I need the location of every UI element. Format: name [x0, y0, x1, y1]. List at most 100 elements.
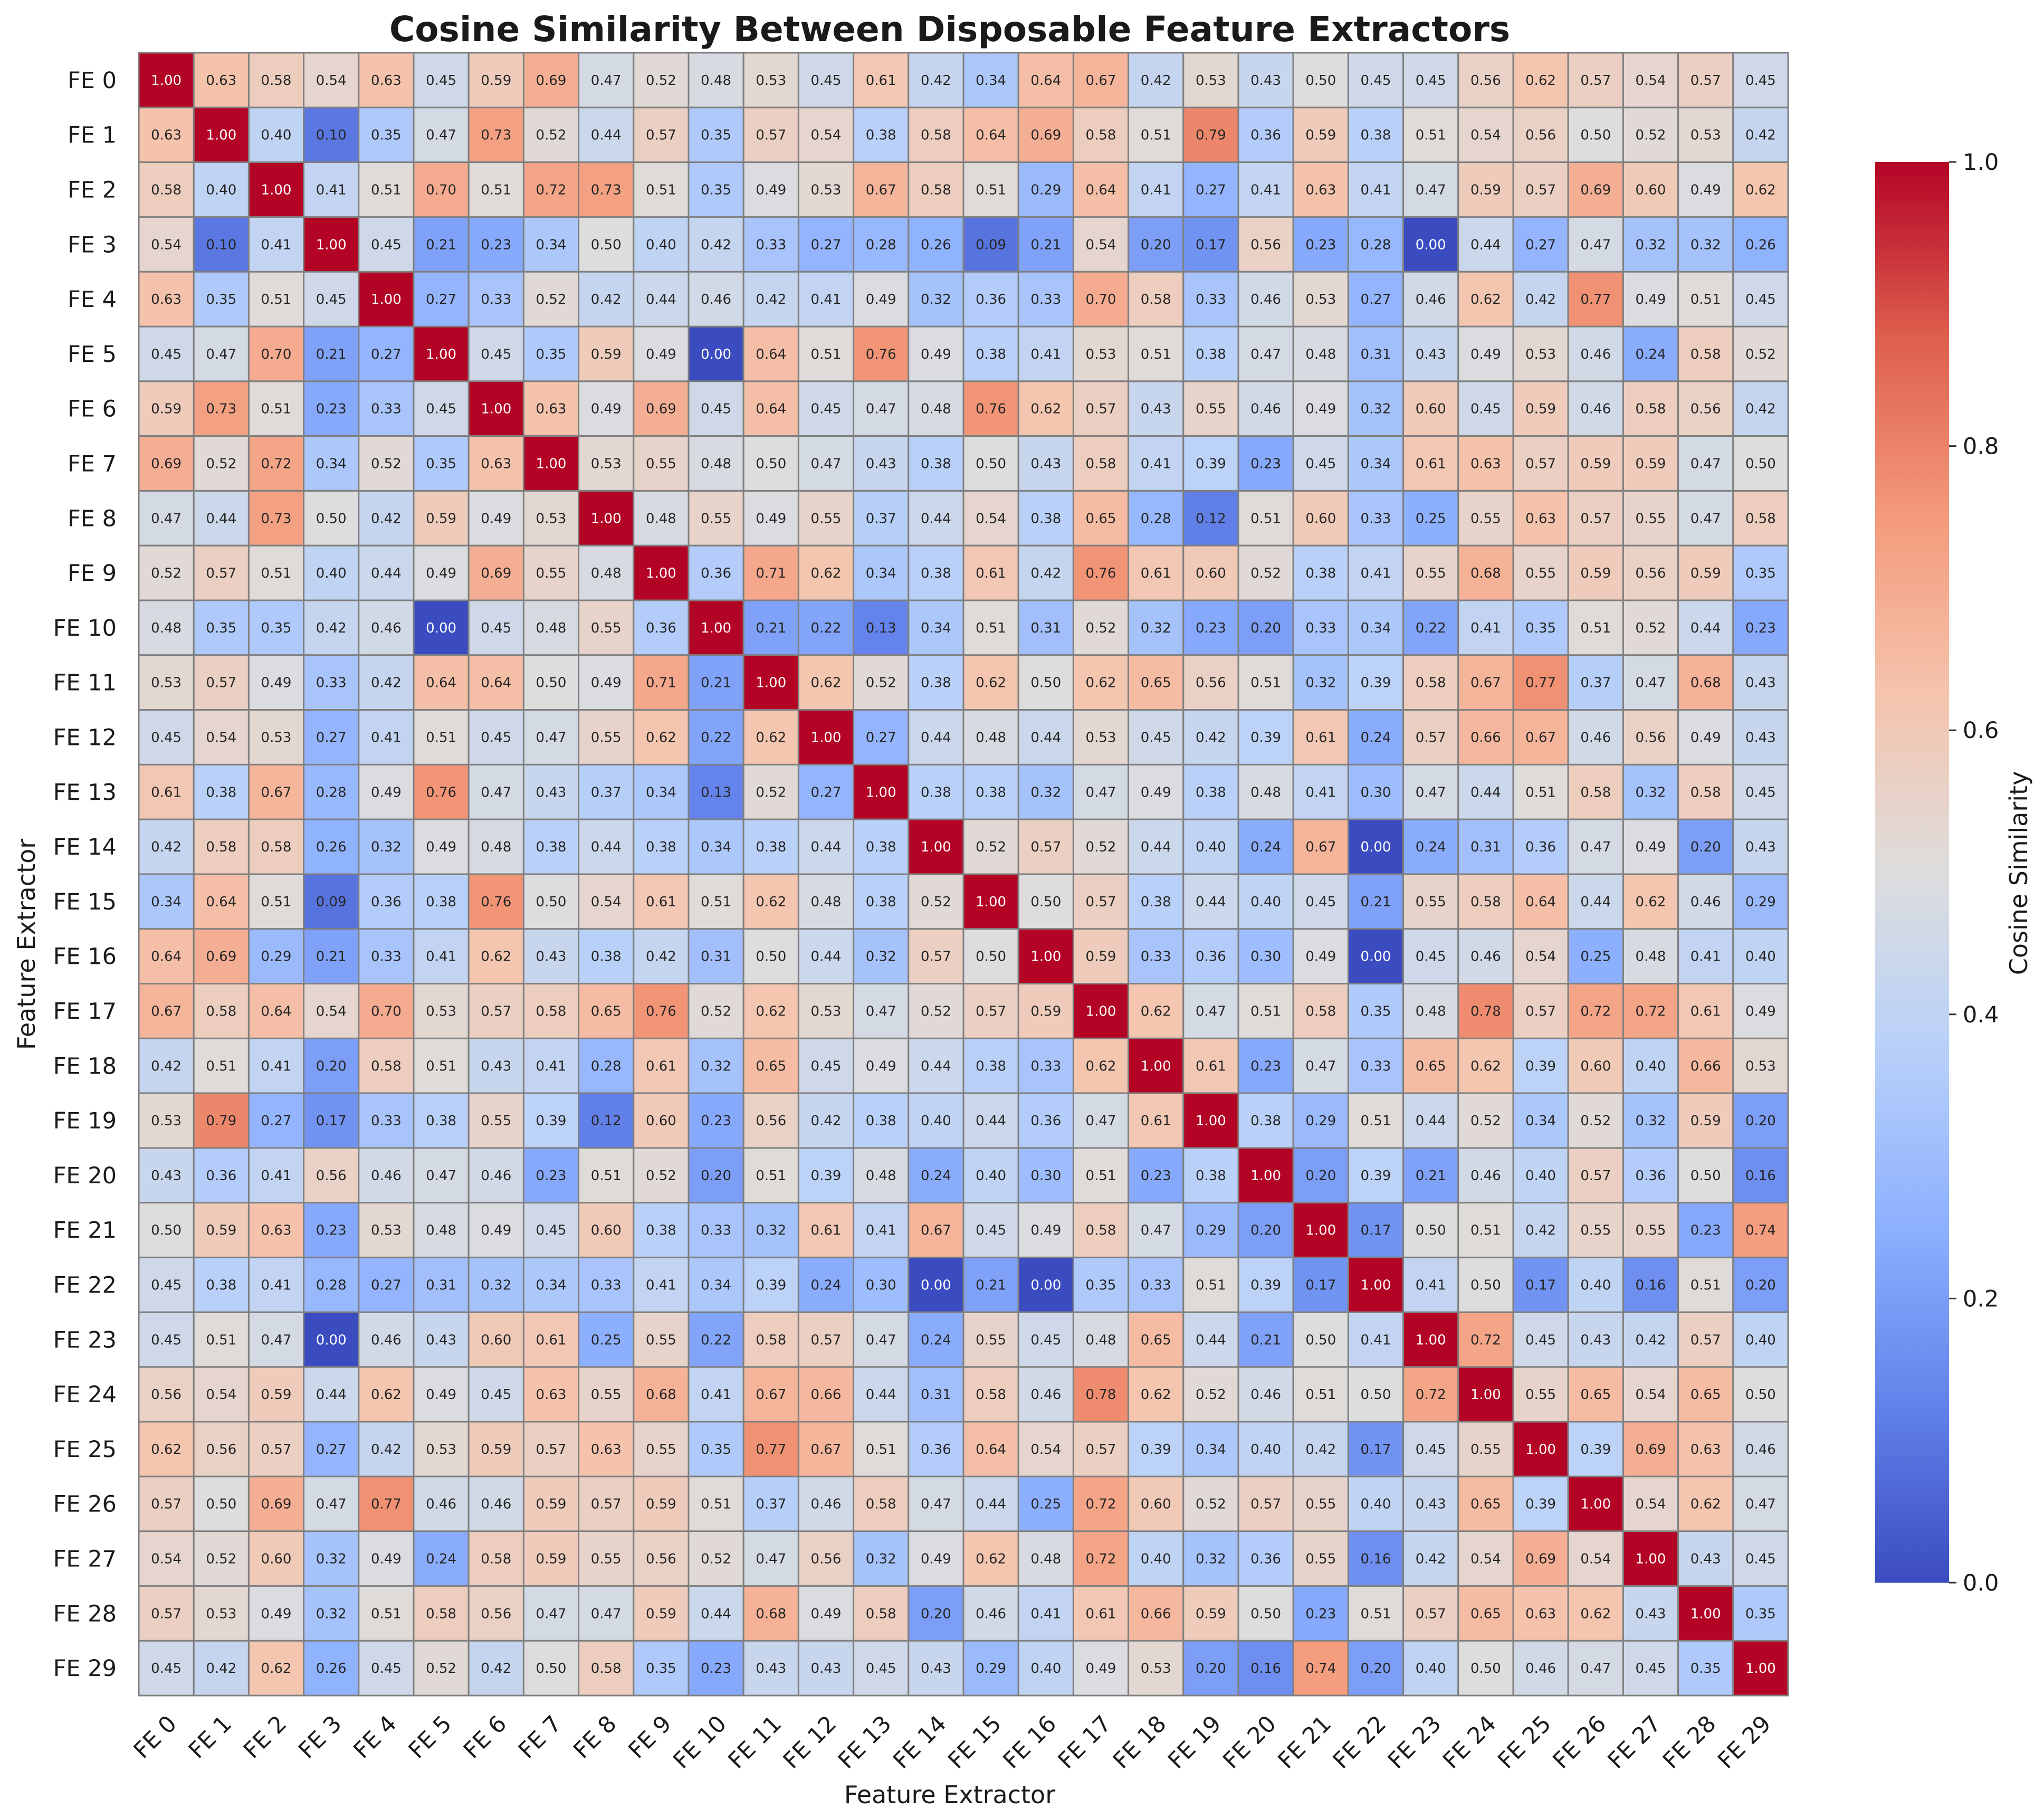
cell-value-label: 0.52	[701, 1552, 731, 1567]
cell-value-label: 0.41	[1361, 1332, 1391, 1348]
cell-value-label: 0.61	[646, 1058, 676, 1074]
cell-value-label: 0.44	[976, 1113, 1006, 1129]
cell-value-label: 0.51	[371, 1606, 402, 1622]
cell-value-label: 0.35	[426, 456, 456, 472]
heatmap-cell	[1622, 1202, 1679, 1259]
y-tick-label: FE 0	[68, 68, 117, 94]
heatmap-cell	[1017, 1421, 1074, 1478]
cell-value-label: 0.50	[1470, 1278, 1501, 1294]
heatmap-cell	[1292, 435, 1349, 492]
cell-value-label: 0.47	[1196, 1004, 1226, 1020]
y-tick-label: FE 15	[53, 889, 117, 915]
cell-value-label: 0.62	[1636, 894, 1666, 910]
heatmap-cell	[1182, 1092, 1239, 1149]
cell-value-label: 0.33	[1030, 292, 1061, 308]
cell-value-label: 0.49	[591, 401, 622, 417]
heatmap-cell	[1402, 983, 1459, 1039]
cell-value-label: 0.33	[1141, 1278, 1171, 1294]
cell-value-label: 0.48	[1416, 1004, 1446, 1020]
heatmap-cell	[358, 1257, 415, 1313]
heatmap-cell	[1622, 1476, 1679, 1533]
cell-value-label: 0.27	[811, 784, 842, 800]
cell-value-label: 0.20	[1250, 1223, 1281, 1239]
cell-value-label: 0.20	[701, 1168, 731, 1184]
heatmap-cell	[1347, 52, 1405, 109]
cell-value-label: 0.51	[371, 183, 402, 198]
cell-value-label: 0.56	[206, 1442, 236, 1458]
heatmap-cell	[1677, 1640, 1734, 1697]
heatmap-cell	[633, 1421, 690, 1478]
cell-value-label: 0.43	[811, 1661, 842, 1677]
heatmap-cell	[1072, 873, 1130, 930]
cell-value-label: 0.33	[316, 675, 347, 691]
cell-value-label: 0.33	[371, 1113, 402, 1129]
cell-value-label: 0.52	[866, 675, 896, 691]
cell-value-label: 0.55	[646, 1442, 676, 1458]
heatmap-cell	[358, 654, 415, 711]
heatmap-cell	[1732, 544, 1789, 601]
colorbar-tick-label: 0.4	[1963, 1002, 1999, 1028]
cell-value-label: 0.68	[1690, 675, 1721, 691]
heatmap-cell	[1457, 107, 1514, 164]
cell-value-label: 0.77	[756, 1442, 786, 1458]
cell-value-label: 0.47	[866, 401, 896, 417]
cell-value-label: 0.46	[1470, 1168, 1501, 1184]
cell-value-label: 0.62	[646, 730, 676, 746]
y-tick-label: FE 9	[68, 560, 117, 587]
heatmap-cell	[1292, 1640, 1349, 1697]
cell-value-label: 0.67	[1470, 675, 1501, 691]
cell-value-label: 0.60	[1580, 1058, 1611, 1074]
cell-value-label: 0.71	[756, 566, 786, 581]
cell-value-label: 0.16	[1636, 1278, 1666, 1294]
cell-value-label: 0.65	[1141, 1332, 1171, 1348]
heatmap-cell	[1128, 1311, 1185, 1368]
heatmap-cell	[853, 161, 910, 218]
cell-value-label: 0.47	[1580, 237, 1611, 253]
heatmap-cell	[303, 1585, 360, 1642]
cell-value-label: 0.53	[1690, 128, 1721, 143]
cell-value-label: 0.64	[481, 675, 511, 691]
y-tick-label: FE 3	[68, 232, 117, 258]
heatmap-cell	[1347, 490, 1405, 547]
cell-value-label: 0.47	[1250, 347, 1281, 362]
y-tick-label: FE 21	[53, 1218, 117, 1244]
heatmap-cell	[853, 544, 910, 601]
cell-value-label: 0.38	[1250, 1113, 1281, 1129]
heatmap-cell	[413, 490, 470, 547]
heatmap-cell	[1072, 709, 1130, 765]
cell-value-label: 0.46	[1580, 401, 1611, 417]
cell-value-label: 0.38	[866, 128, 896, 143]
cell-value-label: 0.38	[536, 839, 567, 855]
heatmap-cell	[1182, 1202, 1239, 1259]
cell-value-label: 0.45	[1745, 73, 1776, 89]
cell-value-label: 1.00	[1580, 1497, 1611, 1512]
cell-value-label: 0.48	[1086, 1332, 1116, 1348]
cell-value-label: 0.21	[1030, 237, 1061, 253]
heatmap-cell	[522, 1585, 580, 1642]
heatmap-cell	[633, 763, 690, 820]
cell-value-label: 0.62	[151, 1442, 182, 1458]
heatmap-cell	[1347, 1476, 1405, 1533]
cell-value-label: 0.24	[811, 1278, 842, 1294]
cell-value-label: 0.45	[1745, 1552, 1776, 1567]
heatmap-cell	[797, 1585, 855, 1642]
cell-value-label: 0.68	[756, 1606, 786, 1622]
heatmap-cell	[413, 435, 470, 492]
heatmap-cell	[1457, 1640, 1514, 1697]
cell-value-label: 0.71	[646, 675, 676, 691]
cell-value-label: 0.74	[1745, 1223, 1776, 1239]
cell-value-label: 0.76	[866, 347, 896, 362]
x-tick-label: FE 2	[238, 1710, 292, 1764]
cell-value-label: 0.42	[151, 1058, 182, 1074]
heatmap-cell	[138, 52, 195, 109]
x-tick-label: FE 22	[1328, 1710, 1391, 1774]
heatmap-cell	[1457, 1257, 1514, 1313]
heatmap-cell	[1512, 1366, 1569, 1423]
heatmap-cell	[853, 654, 910, 711]
cell-value-label: 0.55	[1470, 511, 1501, 526]
cell-value-label: 0.47	[756, 1552, 786, 1567]
cell-value-label: 0.35	[701, 1442, 731, 1458]
heatmap-cell	[687, 1585, 744, 1642]
heatmap-cell	[467, 1530, 524, 1587]
cell-value-label: 0.51	[206, 1058, 236, 1074]
